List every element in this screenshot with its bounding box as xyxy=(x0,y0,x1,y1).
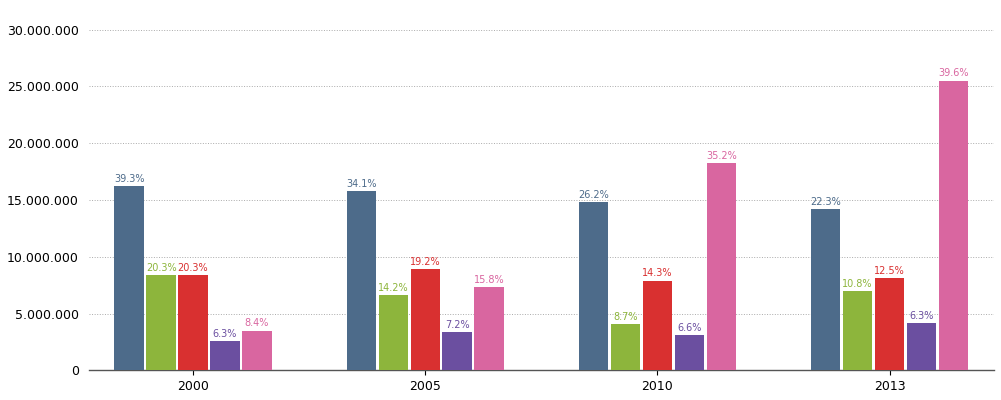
Text: 10.8%: 10.8% xyxy=(843,278,873,288)
Bar xyxy=(178,275,208,370)
Text: 14.2%: 14.2% xyxy=(378,283,408,293)
Text: 6.6%: 6.6% xyxy=(677,323,702,333)
Text: 15.8%: 15.8% xyxy=(473,274,505,284)
Bar xyxy=(675,335,704,370)
Bar xyxy=(611,324,641,370)
Text: 34.1%: 34.1% xyxy=(346,179,376,189)
Text: 19.2%: 19.2% xyxy=(409,257,440,267)
Bar xyxy=(442,332,471,370)
Text: 39.6%: 39.6% xyxy=(938,68,969,78)
Bar xyxy=(907,323,936,370)
Text: 6.3%: 6.3% xyxy=(213,328,237,338)
Bar xyxy=(378,295,408,370)
Text: 20.3%: 20.3% xyxy=(178,263,208,273)
Bar xyxy=(146,275,176,370)
Text: 35.2%: 35.2% xyxy=(706,151,737,161)
Text: 26.2%: 26.2% xyxy=(579,190,609,200)
Bar xyxy=(210,341,239,370)
Text: 8.4%: 8.4% xyxy=(244,318,269,328)
Bar xyxy=(875,278,904,370)
Bar xyxy=(579,202,609,370)
Bar xyxy=(939,81,968,370)
Text: 22.3%: 22.3% xyxy=(811,197,841,207)
Bar xyxy=(843,291,872,370)
Text: 8.7%: 8.7% xyxy=(614,312,638,322)
Bar xyxy=(643,281,672,370)
Bar xyxy=(346,191,376,370)
Text: 7.2%: 7.2% xyxy=(444,320,469,330)
Text: 39.3%: 39.3% xyxy=(114,174,144,184)
Bar xyxy=(811,209,841,370)
Text: 12.5%: 12.5% xyxy=(874,266,905,276)
Bar xyxy=(474,287,504,370)
Text: 6.3%: 6.3% xyxy=(909,311,934,321)
Bar xyxy=(114,186,144,370)
Bar xyxy=(242,330,271,370)
Bar xyxy=(707,163,736,370)
Text: 20.3%: 20.3% xyxy=(146,263,176,273)
Text: 14.3%: 14.3% xyxy=(642,268,673,278)
Bar xyxy=(410,269,439,370)
